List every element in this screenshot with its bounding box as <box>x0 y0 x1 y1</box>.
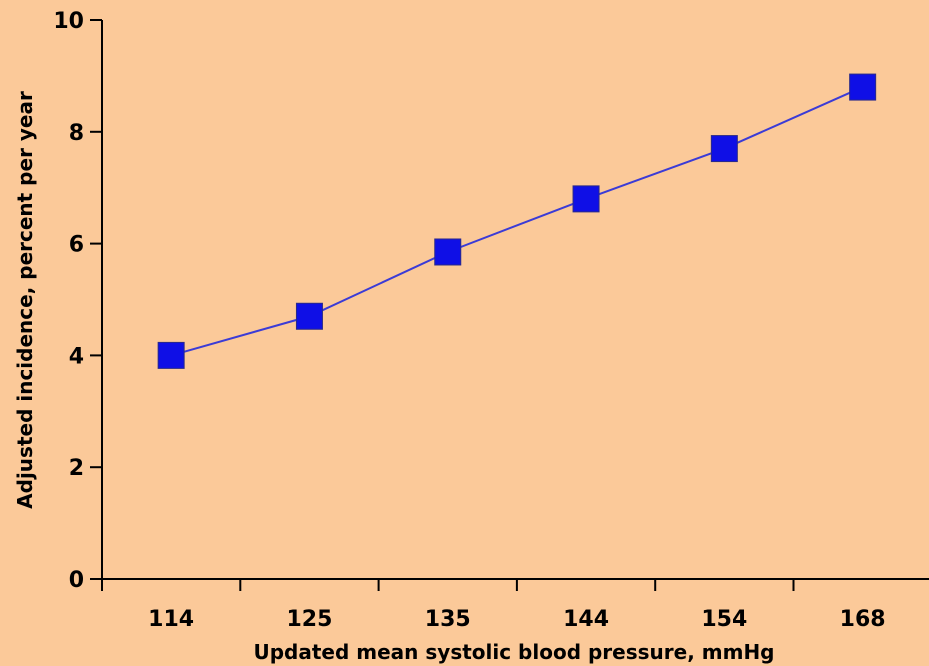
series <box>157 73 877 369</box>
data-point <box>572 185 600 213</box>
data-point <box>434 238 462 266</box>
y-tick-label: 4 <box>69 344 84 369</box>
y-axis-label: Adjusted incidence, percent per year <box>13 91 37 509</box>
data-point <box>295 302 323 330</box>
y-tick-label: 6 <box>69 233 84 258</box>
y-tick-label: 0 <box>69 568 84 593</box>
y-tick-label: 2 <box>69 456 84 481</box>
series-line <box>170 86 864 357</box>
data-point <box>157 341 185 369</box>
axes <box>90 20 929 580</box>
data-point <box>849 73 877 101</box>
x-tick-label: 168 <box>840 607 886 632</box>
x-tick-label: 144 <box>563 607 609 632</box>
x-tick-label: 135 <box>425 607 471 632</box>
y-tick-label: 10 <box>53 9 84 34</box>
y-tick-label: 8 <box>69 121 84 146</box>
x-tick-label: 154 <box>701 607 747 632</box>
ticks: 0 2 4 6 8 10 114 125 135 144 154 168 <box>53 9 886 632</box>
x-tick-label: 125 <box>286 607 332 632</box>
data-point <box>710 135 738 163</box>
x-tick-label: 114 <box>148 607 194 632</box>
x-axis-label: Updated mean systolic blood pressure, mm… <box>254 640 775 664</box>
